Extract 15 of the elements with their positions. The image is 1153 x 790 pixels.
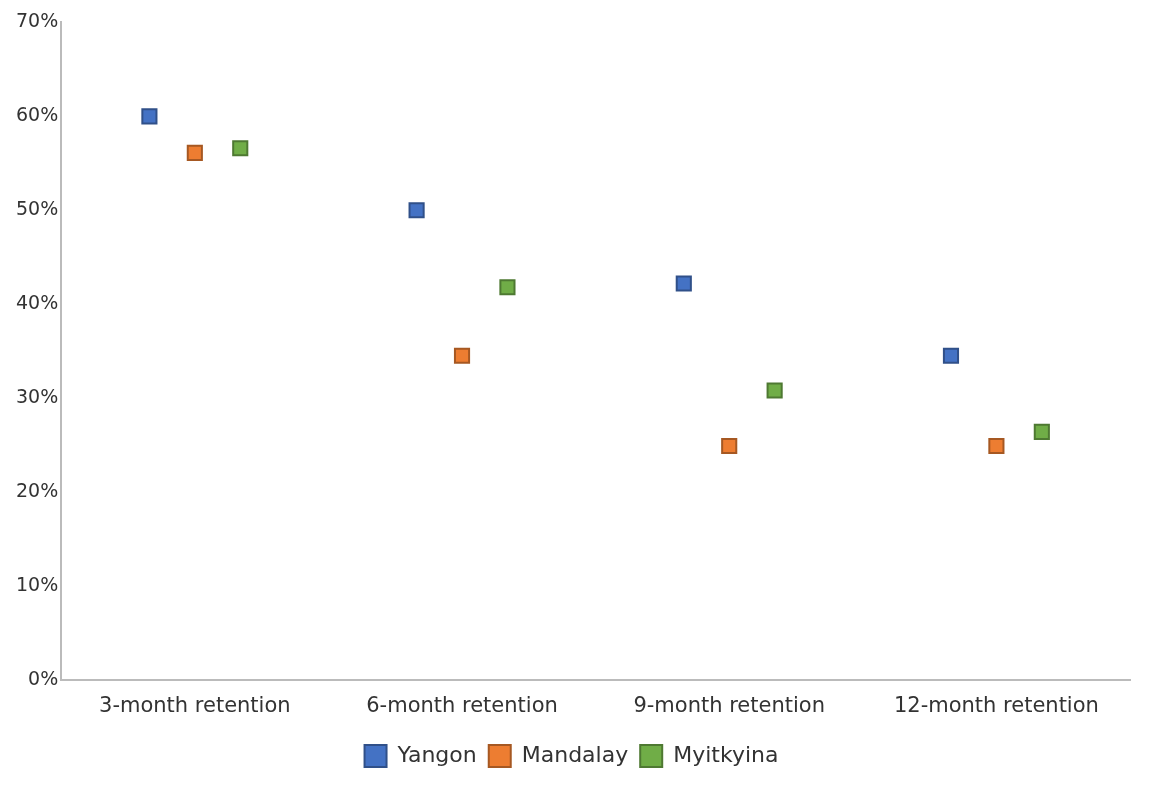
legend-label: Yangon — [396, 741, 477, 767]
y-tick-label: 60% — [16, 103, 59, 126]
x-tick-label: 12-month retention — [893, 692, 1099, 717]
x-tick-label: 6-month retention — [366, 692, 558, 717]
y-tick-label: 10% — [16, 572, 59, 595]
y-tick-label: 30% — [16, 384, 59, 407]
y-tick-label: 20% — [16, 478, 59, 501]
y-tick-label: 40% — [16, 291, 59, 314]
legend-label: Mandalay — [521, 741, 629, 767]
y-tick-label: 0% — [28, 666, 59, 689]
legend-label: Myitkyina — [673, 741, 779, 767]
y-tick-label: 70% — [16, 9, 59, 32]
x-tick-label: 9-month retention — [633, 692, 825, 717]
x-tick-label: 3-month retention — [99, 692, 291, 717]
y-tick-label: 50% — [16, 197, 59, 220]
